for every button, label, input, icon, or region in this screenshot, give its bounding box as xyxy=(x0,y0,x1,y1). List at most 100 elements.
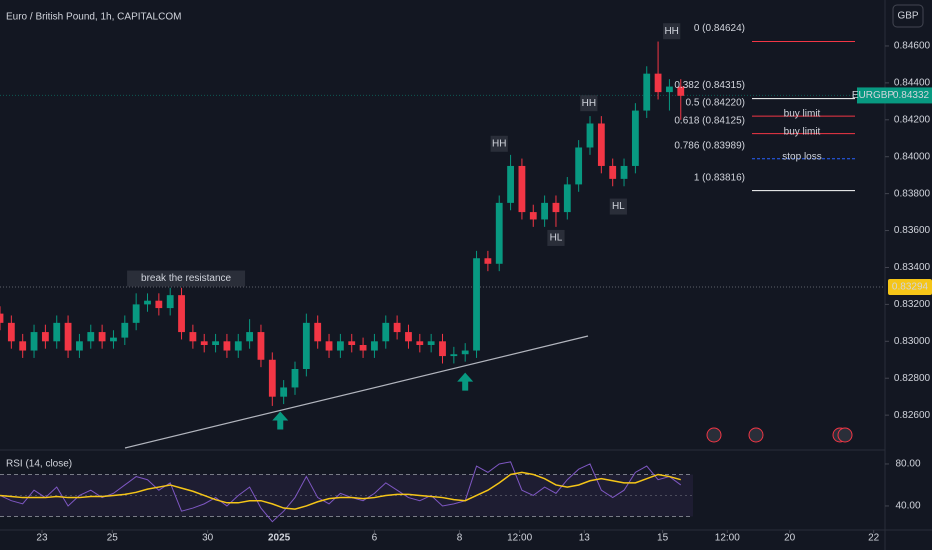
candle-body xyxy=(53,322,61,342)
x-tick-label: 8 xyxy=(457,533,463,544)
candle-body xyxy=(677,86,685,96)
event-icon[interactable] xyxy=(748,427,764,443)
x-tick-label: 25 xyxy=(107,533,119,544)
fib-label: 0 (0.84624) xyxy=(694,23,745,34)
candle-body xyxy=(19,341,27,351)
x-tick-label: 12:00 xyxy=(507,533,532,544)
candle-body xyxy=(439,341,446,357)
chart-title: Euro / British Pound, 1h, CAPITALCOM xyxy=(6,12,181,23)
candle-body xyxy=(7,322,15,342)
candle-body xyxy=(268,359,276,397)
event-icon[interactable] xyxy=(837,427,853,443)
candle-body xyxy=(302,322,310,369)
annotation-box xyxy=(580,95,598,112)
candle-body xyxy=(495,202,503,264)
signal-arrow xyxy=(272,411,289,430)
annotation-box xyxy=(127,270,246,287)
y-tick-label: 0.84600 xyxy=(894,41,931,52)
candle-body xyxy=(325,341,333,351)
candle-body xyxy=(189,332,197,342)
y-tick-label: 0.83600 xyxy=(894,225,931,236)
candle-body xyxy=(30,332,38,351)
marked-price-tag xyxy=(888,279,932,296)
y-tick-label: 0.83000 xyxy=(894,336,931,347)
candle-body xyxy=(597,123,605,166)
event-icon[interactable] xyxy=(706,427,722,443)
candle-body xyxy=(178,295,185,333)
x-tick-label: 20 xyxy=(784,533,796,544)
signal-arrow xyxy=(457,372,474,391)
candle-body xyxy=(155,300,163,309)
candle-body xyxy=(41,332,49,342)
symbol-label: EURGBP xyxy=(852,90,895,101)
x-tick-label: 23 xyxy=(36,533,48,544)
candle-body xyxy=(450,354,458,357)
candle-body xyxy=(132,304,140,323)
candle-body xyxy=(348,341,356,345)
candle-body xyxy=(64,322,72,351)
candle-body xyxy=(552,202,560,213)
y-tick-label: 40.00 xyxy=(895,501,920,512)
candle-body xyxy=(507,165,514,203)
x-tick-label: 6 xyxy=(372,533,378,544)
fib-label: 0.618 (0.84125) xyxy=(674,115,745,126)
x-tick-label: 13 xyxy=(579,533,591,544)
annotation: HH xyxy=(582,98,596,109)
candle-body xyxy=(257,332,265,360)
candle-body xyxy=(314,322,322,342)
marked-price-label: 0.83294 xyxy=(892,282,929,293)
candle-body xyxy=(166,295,174,309)
currency-label[interactable]: GBP xyxy=(897,11,918,22)
rsi-line xyxy=(0,461,682,523)
annotation: HH xyxy=(492,138,506,149)
candle-body xyxy=(609,165,617,179)
annotation: break the resistance xyxy=(141,273,231,284)
currency-button[interactable] xyxy=(892,4,924,28)
candle-body xyxy=(586,123,594,148)
candle-body xyxy=(631,110,639,166)
candle-body xyxy=(0,313,4,323)
fib-label: 1 (0.83816) xyxy=(694,172,745,183)
annotation-box xyxy=(663,23,681,40)
fib-label: 0.5 (0.84220) xyxy=(686,98,746,109)
annotation-box xyxy=(490,135,508,152)
fib-label: 0.382 (0.84315) xyxy=(674,80,745,91)
last-price-tag xyxy=(857,87,932,104)
annotation-box xyxy=(547,229,565,246)
rsi-title: RSI (14, close) xyxy=(6,459,72,470)
candle-body xyxy=(529,212,537,220)
x-tick-label: 12:00 xyxy=(715,533,740,544)
candle-body xyxy=(336,341,344,351)
event-icons xyxy=(706,427,853,443)
candle-body xyxy=(541,202,549,220)
candle-body xyxy=(76,341,83,351)
y-tick-label: 0.83200 xyxy=(894,299,931,310)
candle-body xyxy=(280,387,288,397)
candle-body xyxy=(416,341,424,345)
candle-body xyxy=(620,165,628,179)
candle-body xyxy=(359,344,367,351)
candle-body xyxy=(291,368,299,388)
fib-tag: stop loss xyxy=(782,151,821,162)
candle-body xyxy=(98,332,106,342)
candle-body xyxy=(654,73,662,93)
candle-body xyxy=(393,322,401,333)
x-tick-label: 30 xyxy=(202,533,214,544)
rsi-line xyxy=(0,471,681,510)
trendline xyxy=(124,335,589,449)
candle-body xyxy=(212,341,219,345)
annotation: HL xyxy=(612,201,625,212)
fib-label: 0.786 (0.83989) xyxy=(674,140,745,151)
candle-body xyxy=(461,350,469,355)
y-tick-label: 80.00 xyxy=(895,459,920,470)
y-tick-label: 0.84400 xyxy=(894,78,931,89)
y-tick-label: 0.84200 xyxy=(894,114,931,125)
candle-body xyxy=(110,337,117,342)
x-tick-label: 15 xyxy=(657,533,669,544)
candle-body xyxy=(563,184,571,213)
candle-body xyxy=(371,341,378,351)
y-tick-label: 0.84000 xyxy=(894,151,931,162)
candle-body xyxy=(223,341,231,351)
candle-body xyxy=(484,258,492,264)
